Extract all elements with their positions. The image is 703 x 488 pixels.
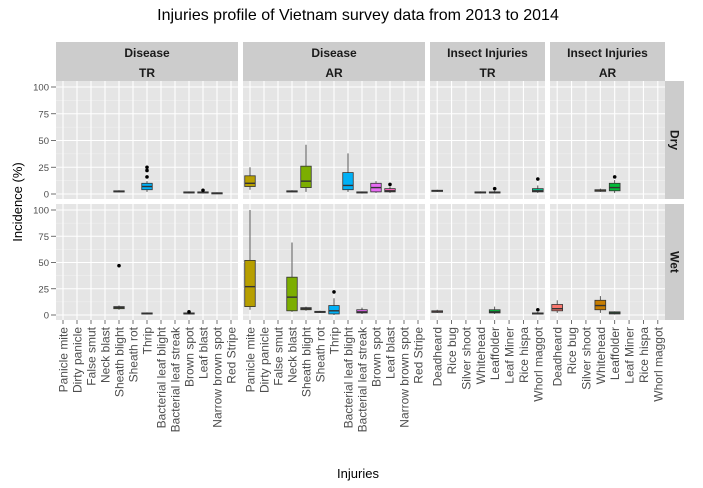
facet-strip-row-dry <box>665 81 684 199</box>
x-tick-label: Bacterial leaf streak <box>169 326 183 432</box>
outlier-point <box>332 290 336 294</box>
x-tick-label: Neck blast <box>286 326 300 383</box>
x-tick-label: Leaf blast <box>384 326 398 379</box>
x-tick-label: Thrip <box>328 327 342 355</box>
y-tick-label: 100 <box>33 206 49 217</box>
x-tick-label: Deadheard <box>431 327 445 386</box>
y-axis-label: Incidence (%) <box>10 162 25 241</box>
x-tick-label: Silver shoot <box>579 326 593 389</box>
box-thrip <box>328 305 340 315</box>
outlier-point <box>201 188 205 193</box>
facet-strip-insect_tr <box>430 42 545 81</box>
x-tick-label: Panicle mite <box>57 327 71 393</box>
y-tick-label: 100 <box>33 83 49 94</box>
facet-label-bottom: AR <box>325 66 343 80</box>
x-tick-label: Bacterial leaf blight <box>342 326 356 428</box>
x-tick-label: Leaffolder <box>488 327 502 380</box>
x-tick-label: Narrow brown spot <box>211 326 225 427</box>
x-tick-label: False smut <box>272 326 286 385</box>
x-tick-label: Bacterial leaf streak <box>356 326 370 432</box>
outlier-point <box>536 177 540 181</box>
x-tick-label: Dirty panicle <box>258 327 272 393</box>
x-tick-label: Leaffolder <box>608 327 622 380</box>
box-sheath-blight <box>300 165 312 188</box>
x-tick-label: Whorl maggot <box>531 326 545 401</box>
outlier-point <box>536 307 540 312</box>
outlier-point <box>145 165 149 170</box>
facet-panels: Disease TR Disease AR Insect Injuries TR Insec… <box>33 42 684 432</box>
y-tick-label: 50 <box>38 136 49 147</box>
facet-label-bottom: TR <box>139 66 155 80</box>
x-tick-label: Thrip <box>141 327 155 355</box>
x-tick-label: Whitehead <box>474 327 488 384</box>
outlier-point <box>187 310 191 314</box>
x-tick-label: Neck blast <box>99 326 113 383</box>
box-panicle-mite <box>244 259 256 307</box>
x-tick-label: Leaf Miner <box>503 327 517 384</box>
outlier-point <box>117 263 121 268</box>
facet-label-top: Disease <box>311 46 357 60</box>
x-tick-label: Sheath rot <box>314 326 328 382</box>
x-tick-label: Narrow brown spot <box>398 326 412 427</box>
y-tick-label: 25 <box>38 284 49 295</box>
x-tick-label: False smut <box>85 326 99 385</box>
facet-row-label: Wet <box>668 251 682 273</box>
outlier-point <box>492 186 497 191</box>
x-tick-label: Bacterial leaf blight <box>155 326 169 428</box>
box-neck-blast <box>286 276 298 312</box>
facet-row-label: Dry <box>668 130 682 150</box>
x-tick-label: Red Stripe <box>225 327 239 384</box>
x-tick-label: Rice hispa <box>517 327 531 383</box>
y-tick-label: 50 <box>38 258 49 269</box>
facet-strip-insect_ar <box>550 42 665 81</box>
x-tick-label: Rice hispa <box>637 327 651 383</box>
x-tick-label: Rice bug <box>565 327 579 374</box>
x-tick-label: Whorl maggot <box>651 326 665 401</box>
facet-label-bottom: AR <box>599 66 617 80</box>
outlier-point <box>145 175 149 179</box>
y-tick-label: 0 <box>44 190 49 201</box>
y-tick-label: 0 <box>44 311 49 322</box>
facet-label-top: Insect Injuries <box>567 46 648 60</box>
x-tick-label: Leaf Miner <box>623 327 637 384</box>
facet-strip-disease_tr <box>56 42 238 81</box>
x-tick-label: Leaf blast <box>197 326 211 379</box>
x-tick-label: Sheath rot <box>127 326 141 382</box>
facet-label-top: Disease <box>124 46 170 60</box>
facet-label-top: Insect Injuries <box>447 46 528 60</box>
x-tick-label: Brown spot <box>183 326 197 387</box>
y-tick-label: 25 <box>38 163 49 174</box>
box-deadheard <box>551 304 563 312</box>
facet-label-bottom: TR <box>480 66 496 80</box>
chart-title: Injuries profile of Vietnam survey data … <box>157 7 559 24</box>
x-tick-label: Dirty panicle <box>71 327 85 393</box>
outlier-point <box>612 175 617 179</box>
x-tick-label: Brown spot <box>370 326 384 387</box>
y-tick-label: 75 <box>38 232 49 243</box>
x-axis-label: Injuries <box>337 466 379 481</box>
box-panicle-mite <box>244 175 256 187</box>
x-tick-label: Whitehead <box>594 327 608 384</box>
facet-strip-row-wet <box>665 204 684 320</box>
x-tick-label: Red Stripe <box>412 327 426 384</box>
facet-strip-disease_ar <box>243 42 425 81</box>
box-bacterial-leaf-blight <box>342 172 354 191</box>
y-tick-label: 75 <box>38 109 49 120</box>
x-tick-label: Rice bug <box>445 327 459 374</box>
outlier-point <box>145 168 149 173</box>
x-tick-label: Silver shoot <box>459 326 473 389</box>
x-tick-label: Deadheard <box>551 327 565 386</box>
outlier-point <box>388 182 392 187</box>
x-tick-label: Sheath blight <box>300 326 314 397</box>
x-tick-label: Sheath blight <box>113 326 127 397</box>
x-tick-label: Panicle mite <box>244 327 258 393</box>
